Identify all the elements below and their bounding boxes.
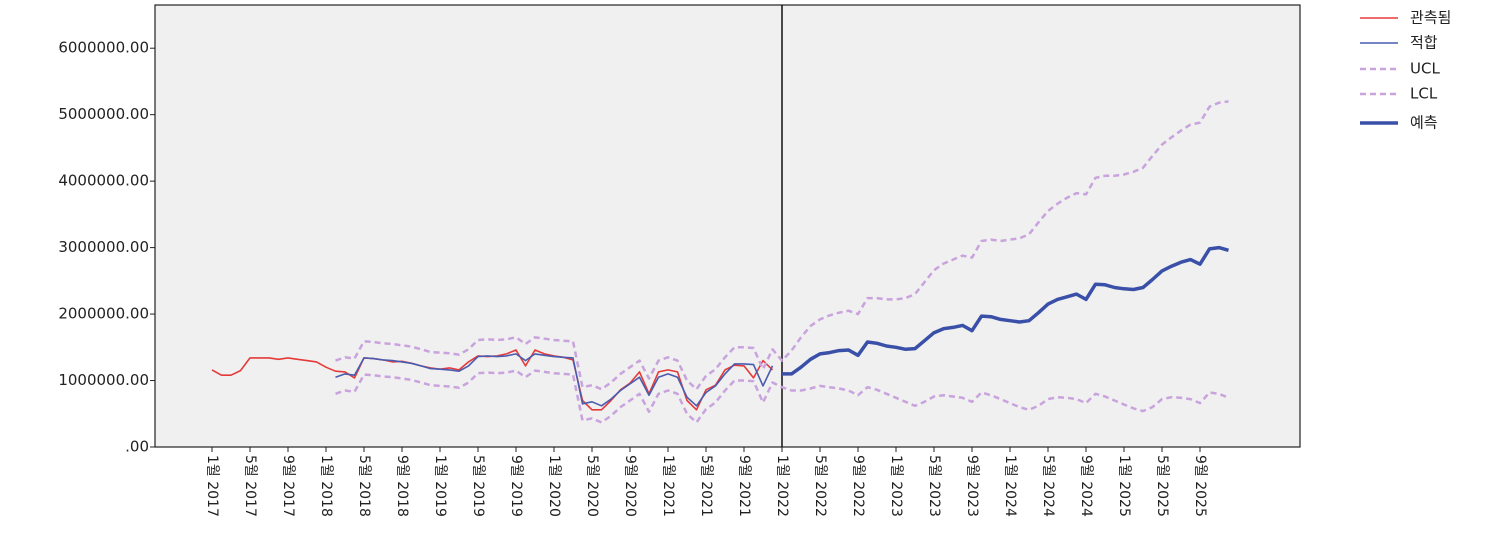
x-tick-label: 5월 2021 [698, 455, 714, 517]
x-tick-label: 5월 2022 [812, 455, 828, 517]
y-tick-label: 1000000.00 [58, 371, 149, 389]
series-line [335, 369, 1229, 424]
x-tick-label: 5월 2024 [1040, 455, 1056, 517]
x-tick-label: 5월 2017 [242, 455, 258, 517]
legend-label: 관측됨 [1410, 9, 1451, 27]
legend-label: UCL [1410, 60, 1440, 78]
x-tick-label: 1월 2021 [660, 455, 676, 517]
series-line [782, 245, 1229, 376]
x-tick-label: 9월 2025 [1192, 455, 1208, 517]
x-tick-label: 1월 2017 [204, 455, 220, 517]
x-tick-label: 5월 2023 [926, 455, 942, 517]
x-tick-label: 9월 2019 [508, 455, 524, 517]
x-tick-label: 9월 2017 [280, 455, 296, 517]
legend-label: LCL [1410, 85, 1438, 103]
x-tick-label: 9월 2023 [964, 455, 980, 517]
legend-label: 적합 [1410, 34, 1438, 52]
x-tick-label: 1월 2018 [318, 455, 334, 517]
x-tick-label: 9월 2024 [1078, 455, 1094, 517]
y-tick-label: 6000000.00 [58, 39, 149, 57]
y-tick-label: 4000000.00 [58, 172, 149, 190]
x-tick-label: 1월 2023 [888, 455, 904, 517]
x-tick-label: 5월 2025 [1154, 455, 1170, 517]
x-tick-label: 5월 2020 [584, 455, 600, 517]
y-tick-label: .00 [125, 438, 149, 456]
x-tick-label: 1월 2019 [432, 455, 448, 517]
y-tick-label: 3000000.00 [58, 238, 149, 256]
x-tick-label: 1월 2025 [1116, 455, 1132, 517]
legend-label: 예측 [1410, 114, 1438, 132]
x-tick-label: 9월 2020 [622, 455, 638, 517]
y-tick-label: 2000000.00 [58, 305, 149, 323]
series-line [335, 353, 774, 407]
y-tick-label: 5000000.00 [58, 105, 149, 123]
x-tick-label: 1월 2022 [774, 455, 790, 517]
x-tick-label: 9월 2018 [394, 455, 410, 517]
series-line [335, 100, 1229, 391]
x-tick-label: 9월 2021 [736, 455, 752, 517]
plot-area [154, 4, 1301, 448]
x-tick-label: 5월 2018 [356, 455, 372, 517]
x-tick-label: 1월 2024 [1002, 455, 1018, 517]
x-tick-label: 1월 2020 [546, 455, 562, 517]
x-tick-label: 5월 2019 [470, 455, 486, 517]
x-tick-label: 9월 2022 [850, 455, 866, 517]
